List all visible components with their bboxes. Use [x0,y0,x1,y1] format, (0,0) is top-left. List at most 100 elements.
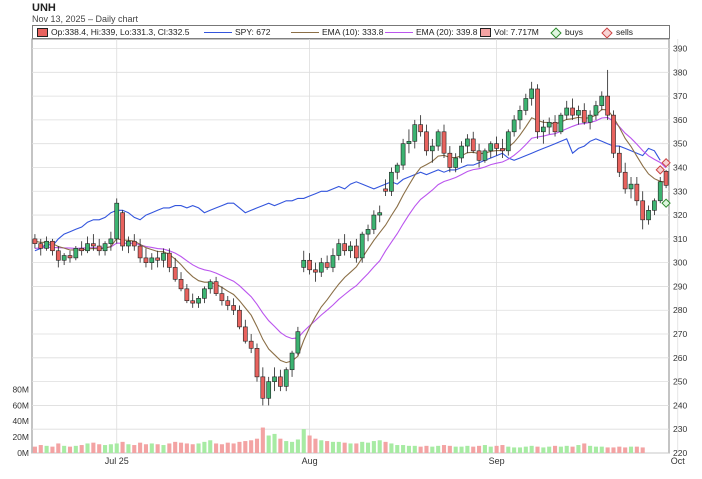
candle-body [207,281,213,290]
candle-body [412,124,418,142]
candle-body [242,326,248,342]
volume-bar [523,446,528,453]
volume-bar [32,446,37,453]
volume-bar [138,442,143,453]
volume-bar [570,446,575,453]
candle-body [593,105,599,116]
ema10-line-icon [291,32,319,34]
candle-body [605,95,610,116]
volume-bar [214,443,219,453]
candle-body [283,369,289,387]
volume-bar [506,446,511,453]
volume-bar [173,441,178,453]
volume-bar [365,442,371,453]
volume-bar [424,445,429,453]
volume-bar [576,445,581,453]
legend-vol: Vol: 7.717M [480,26,539,38]
volume-bar [97,444,102,453]
vol-swatch-icon [480,28,491,38]
price-tick-label: 280 [673,305,687,315]
candle-body [254,348,260,378]
volume-bar [430,446,435,453]
date-tick-label: Sep [489,456,505,466]
volume-bar [447,445,452,453]
price-tick-label: 380 [673,67,687,77]
volume-bar [284,441,289,453]
volume-bar [79,445,84,453]
candle-body [196,298,201,304]
volume-bar [342,442,347,453]
candle-body [67,255,73,259]
price-tick-label: 330 [673,186,687,196]
candle-body [622,171,628,190]
volume-bar [582,443,587,453]
candle-body [587,114,593,123]
volume-bar [541,447,546,453]
buy-marker [661,198,671,208]
candle-body [453,157,459,168]
volume-bar [91,442,96,453]
spy-line [34,138,661,252]
volume-bar [336,441,341,453]
price-tick-label: 360 [673,115,687,125]
candle-body [307,259,312,271]
candle-body [500,148,505,152]
volume-bar [237,441,242,453]
candle-body [611,114,616,154]
candle-body [511,119,517,133]
volume-bar [640,447,645,453]
candle-body [330,255,336,268]
candle-body [126,240,131,247]
volume-bar [453,446,458,453]
candle-body [295,331,301,354]
candle-body [365,229,371,235]
candle-body [535,88,540,133]
candle-body [459,145,464,159]
candle-body [120,212,125,247]
legend-sells-text: sells [616,27,634,37]
candle-body [272,376,277,382]
volume-bar [149,443,154,453]
candle-body [149,257,155,263]
candle-body [318,262,324,273]
candle-body [202,288,207,299]
volume-bar [500,445,505,453]
candle-body [73,248,79,259]
volume-bar [278,438,283,453]
candle-body [406,141,412,144]
price-tick-label: 230 [673,424,687,434]
candle-body [225,300,231,306]
candle-body [91,243,96,247]
candle-body [161,252,166,261]
legend-ema10: EMA (10): 333.8 [291,26,383,38]
volume-bar [231,443,236,453]
candle-body [278,376,283,387]
candle-body [102,243,108,252]
candle-body [394,164,400,173]
candle-body [371,214,377,230]
volume-bar [167,443,172,453]
candle-body [85,243,90,252]
candle-body [488,143,494,152]
date-tick-label: Jul 25 [105,456,129,466]
volume-bar [301,429,306,453]
candle-body [570,107,575,116]
legend-buys: buys [550,26,583,39]
volume-bar [85,443,90,453]
candle-body [377,212,383,216]
volume-bar [406,445,411,453]
volume-bar [389,443,394,453]
candle-body [646,210,651,221]
candle-body [441,131,447,154]
ticker-symbol: UNH [32,2,56,14]
date-tick-label: Oct [671,456,686,466]
volume-bar [383,441,388,453]
candle-body [336,243,342,256]
candle-body [552,121,558,133]
candle-body [628,183,634,190]
price-tick-label: 340 [673,162,687,172]
volume-bar [593,446,598,453]
candle-body [348,245,353,252]
candle-body [178,279,184,290]
